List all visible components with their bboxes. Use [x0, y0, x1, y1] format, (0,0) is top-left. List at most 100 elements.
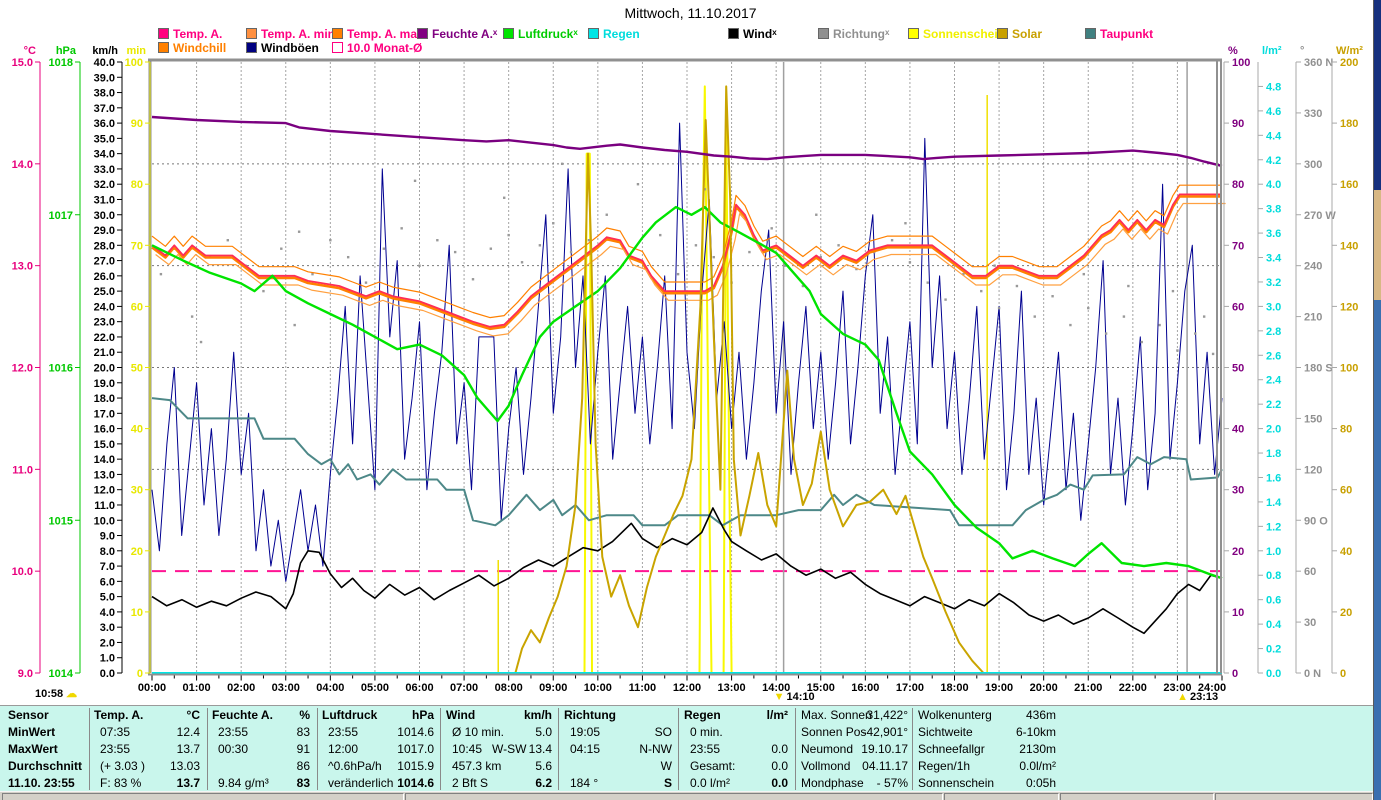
x-tick-label: 13:00: [718, 682, 746, 694]
info-value: 6-10km: [1015, 725, 1056, 739]
axis-label-wm2: 140: [1340, 240, 1358, 252]
cell-value: 0.0: [771, 742, 788, 756]
legend-swatch: [588, 28, 599, 39]
info-label: Sonnen Pos: [801, 725, 867, 739]
legend-label: Windböen: [261, 41, 319, 55]
axis-title-pct: %: [1228, 45, 1238, 57]
scatter-point-richtung: [997, 306, 1001, 310]
x-tick-label: 12:00: [673, 682, 701, 694]
axis-label-pct: 50: [1232, 363, 1244, 375]
axis-label-minutes: 80: [131, 179, 143, 191]
moon-set-icon: ☁: [66, 688, 78, 700]
cell-label: ^0.6hPa/h: [328, 759, 382, 773]
annotation-time: 23:13: [1189, 691, 1219, 703]
desktop-wallpaper: [1374, 300, 1381, 800]
info-value: 31,422°: [866, 708, 908, 722]
axis-label-kmh: 0.0: [100, 668, 115, 680]
axis-label-pct: 70: [1232, 240, 1244, 252]
x-tick-label: 20:00: [1030, 682, 1058, 694]
legend-swatch: [246, 42, 257, 53]
table-divider: [558, 708, 559, 790]
axis-label-kmh: 13.0: [94, 469, 115, 481]
scatter-point-richtung: [1127, 284, 1130, 288]
scatter-point-richtung: [1051, 295, 1054, 298]
x-tick-label: 09:00: [539, 682, 567, 694]
series-windboeen: [151, 122, 1223, 582]
axis-title-tempC: °C: [24, 45, 36, 57]
axis-label-minutes: 0: [137, 668, 143, 680]
status-segment: [944, 793, 1059, 800]
cell-label: 00:30: [218, 742, 249, 756]
series-wind: [151, 507, 1223, 635]
axis-label-tempC: 12.0: [12, 363, 33, 375]
axis-label-wm2: 100: [1340, 363, 1358, 375]
cell-value: 13.7: [176, 742, 200, 756]
x-tick-label: 03:00: [272, 682, 300, 694]
scatter-point-richtung: [605, 213, 608, 216]
axis-label-kmh: 32.0: [94, 179, 115, 191]
cell-value: N-NW: [639, 742, 672, 756]
scatter-point-richtung: [382, 247, 386, 250]
info-label: Mondphase: [801, 776, 864, 790]
axis-label-pct: 10: [1232, 607, 1244, 619]
cell-label: 23:55: [690, 742, 721, 756]
axis-label-lm2: 4.0: [1266, 179, 1281, 191]
cell-label: 457.3 km: [452, 759, 502, 773]
x-tick-label: 06:00: [405, 682, 433, 694]
axis-label-kmh: 27.0: [94, 256, 115, 268]
legend-swatch: [1085, 28, 1096, 39]
cell-label: 12:00: [328, 742, 359, 756]
row-label: 11.10. 23:55: [8, 776, 75, 790]
axis-label-kmh: 33.0: [94, 164, 115, 176]
column-header: Feuchte A.: [212, 708, 273, 722]
info-label: Wolkenunterg: [918, 708, 992, 722]
legend-swatch: [246, 28, 257, 39]
scatter-point-richtung: [413, 179, 417, 183]
cell-label: 19:05: [570, 725, 601, 739]
cell-value: 0.0: [771, 776, 788, 790]
legend-label: Temp. A.: [173, 27, 223, 41]
scatter-point-richtung: [400, 227, 403, 230]
axis-label-wm2: 20: [1340, 607, 1352, 619]
axis-label-lm2: 2.2: [1266, 399, 1281, 411]
cell-value: 0.0: [771, 759, 788, 773]
axis-title-hpa: hPa: [56, 45, 77, 57]
x-tick-label: 24:00: [1198, 682, 1226, 694]
x-tick-label: 05:00: [361, 682, 389, 694]
axis-label-pct: 0: [1232, 668, 1238, 680]
scatter-point-richtung: [297, 230, 301, 233]
series-temp_max: [151, 184, 1222, 319]
info-label: Schneefallgr: [918, 742, 985, 756]
cell-value: 86: [296, 759, 310, 773]
scatter-point-richtung: [418, 264, 421, 267]
axis-label-lm2: 0.6: [1266, 595, 1281, 607]
x-tick-label: 00:00: [138, 682, 166, 694]
axis-label-lm2: 2.4: [1266, 375, 1282, 387]
legend-swatch: [158, 42, 169, 53]
cell-label: 23:55: [100, 742, 131, 756]
axis-title-minutes: min: [126, 45, 146, 57]
annotation-moon-rise: ▲ 23:13: [1177, 691, 1218, 703]
cell-value: 5.0: [535, 725, 552, 739]
info-value: - 57%: [876, 776, 908, 790]
scatter-point-richtung: [770, 227, 773, 230]
scatter-point-richtung: [199, 340, 203, 344]
scatter-point-richtung: [926, 281, 929, 284]
scatter-point-richtung: [962, 272, 965, 276]
column-header: Wind: [446, 708, 476, 722]
axis-label-wm2: 60: [1340, 485, 1352, 497]
axis-label-kmh: 28.0: [94, 240, 115, 252]
status-segment: [1060, 793, 1214, 800]
scatter-point-richtung: [1194, 332, 1197, 335]
cell-label: 07:35: [100, 725, 131, 739]
axis-label-kmh: 3.0: [100, 622, 115, 634]
axis-label-deg: 300: [1304, 159, 1322, 171]
page-title: Mittwoch, 11.10.2017: [624, 5, 757, 21]
axis-label-kmh: 5.0: [100, 592, 115, 604]
axis-label-kmh: 29.0: [94, 225, 115, 237]
legend-label: Temp. A. min: [261, 27, 336, 41]
legend-swatch: [908, 28, 919, 39]
x-tick-label: 08:00: [495, 682, 523, 694]
scatter-point-richtung: [538, 244, 542, 247]
x-tick-label: 23:00: [1163, 682, 1191, 694]
